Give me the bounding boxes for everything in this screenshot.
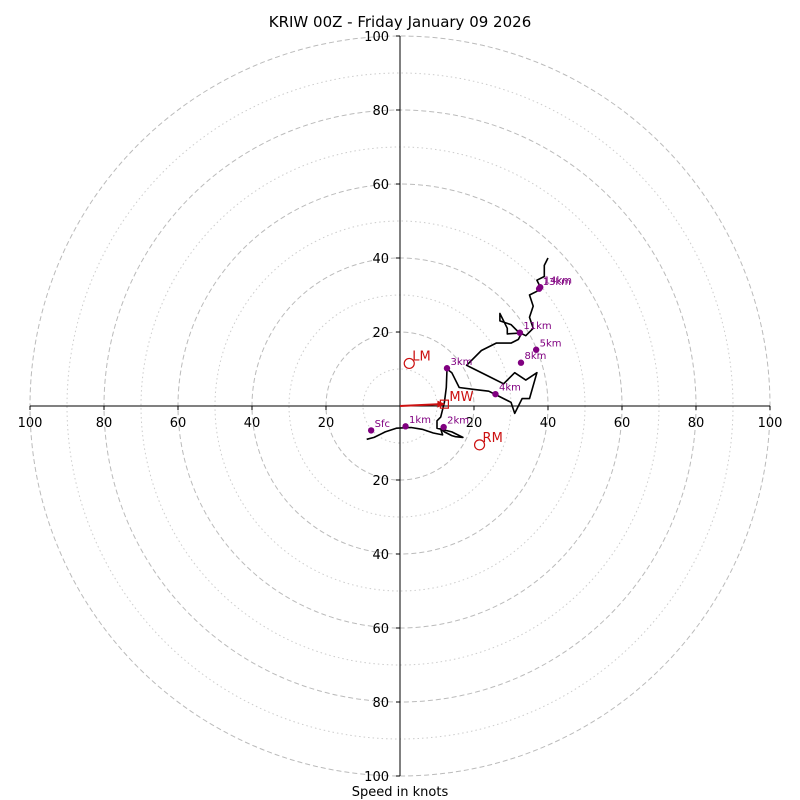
height-marker-label: Sfc xyxy=(375,419,390,430)
height-marker-label: 11km xyxy=(523,321,551,332)
height-marker-dot xyxy=(440,423,447,431)
height-marker-dot xyxy=(517,359,525,366)
x-tick-label: 40 xyxy=(244,416,261,431)
height-marker-dot xyxy=(443,365,451,372)
x-tick-label: 100 xyxy=(18,416,43,431)
height-marker-dot xyxy=(492,390,499,398)
x-tick-label: 40 xyxy=(540,416,557,431)
y-tick-label: 40 xyxy=(372,548,389,563)
storm-motion-marker xyxy=(473,439,486,451)
x-tick-label: 80 xyxy=(96,416,113,431)
mean-wind-arrowhead xyxy=(437,400,446,408)
y-tick-label: 80 xyxy=(372,104,389,119)
x-tick-label: 20 xyxy=(466,416,483,431)
y-tick-label: 40 xyxy=(372,252,389,267)
height-marker-label: 14km xyxy=(544,276,572,287)
storm-motion-label: RM xyxy=(483,431,503,446)
x-tick-label: 60 xyxy=(170,416,187,431)
chart-title: KRIW 00Z - Friday January 09 2026 xyxy=(269,13,532,31)
height-marker-dot xyxy=(516,329,524,336)
height-marker-label: 5km xyxy=(540,338,562,349)
storm-motion-label: LM xyxy=(412,349,430,364)
height-marker-dot xyxy=(367,427,375,434)
y-tick-label: 20 xyxy=(372,326,389,341)
storm-motion-marker xyxy=(403,357,415,370)
x-tick-label: 60 xyxy=(614,416,631,431)
height-marker-dot xyxy=(537,284,544,291)
x-axis-label: Speed in knots xyxy=(352,785,449,800)
height-marker-label: 8km xyxy=(524,351,546,362)
x-tick-label: 20 xyxy=(318,416,335,431)
height-marker-label: 4km xyxy=(499,383,521,394)
height-marker-dot xyxy=(402,423,409,430)
height-marker-label: 3km xyxy=(450,357,472,368)
x-tick-label: 100 xyxy=(758,416,783,431)
height-marker-dot xyxy=(532,346,540,353)
mean-wind-vector xyxy=(399,403,441,407)
height-marker-label: 1km xyxy=(409,415,431,426)
y-tick-label: 100 xyxy=(364,770,389,785)
mean-wind-label: MW xyxy=(449,390,473,405)
y-tick-label: 60 xyxy=(372,178,389,193)
height-marker-label: 13km xyxy=(543,277,571,288)
y-tick-label: 20 xyxy=(372,474,389,489)
y-tick-label: 60 xyxy=(372,622,389,637)
hodograph-trace xyxy=(366,257,549,441)
y-tick-label: 100 xyxy=(364,30,389,45)
x-tick-label: 80 xyxy=(688,416,705,431)
mean-wind-marker xyxy=(439,399,449,409)
height-marker-label: 2km xyxy=(447,416,469,427)
y-tick-label: 80 xyxy=(372,696,389,711)
